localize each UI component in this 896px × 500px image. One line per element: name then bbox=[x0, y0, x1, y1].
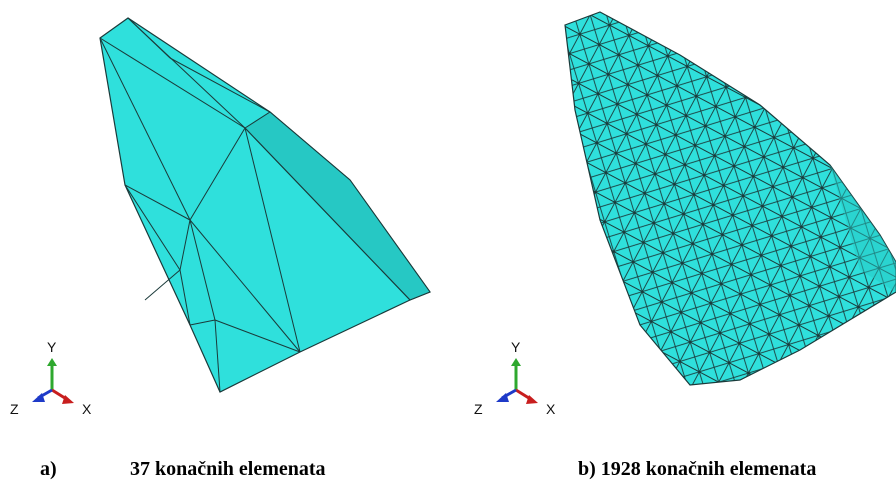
coarse-mesh bbox=[99, 17, 431, 393]
axis-triad-b: Y X Z bbox=[474, 339, 556, 417]
fine-mesh bbox=[564, 11, 896, 386]
mesh-figure: Y X Z Y X Z bbox=[10, 11, 896, 417]
axis-y-label: Y bbox=[47, 339, 57, 355]
caption-a-letter: a) bbox=[40, 458, 57, 480]
axis-y-label: Y bbox=[511, 339, 521, 355]
caption-a-text: 37 konačnih elemenata bbox=[130, 458, 326, 480]
axis-z-label: Z bbox=[10, 401, 19, 417]
caption-b: b) 1928 konačnih elemenata bbox=[578, 458, 817, 480]
axis-x-label: X bbox=[82, 401, 92, 417]
axis-x-label: X bbox=[546, 401, 556, 417]
axis-z-label: Z bbox=[474, 401, 483, 417]
axis-triad-a: Y X Z bbox=[10, 339, 92, 417]
